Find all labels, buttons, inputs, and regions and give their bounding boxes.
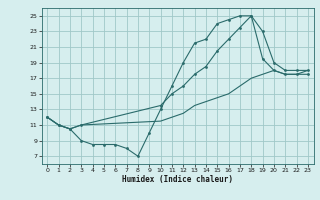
- X-axis label: Humidex (Indice chaleur): Humidex (Indice chaleur): [122, 175, 233, 184]
